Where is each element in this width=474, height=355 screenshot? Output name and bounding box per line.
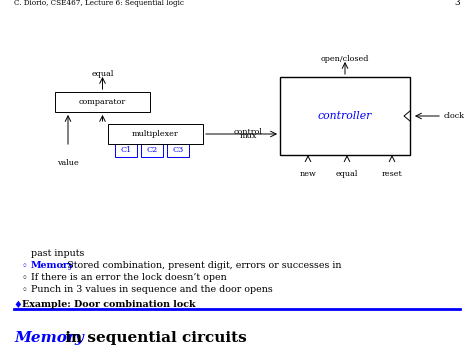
Text: equal: equal [336, 170, 358, 178]
Text: ◦: ◦ [22, 261, 28, 271]
Bar [108, 124, 203, 144]
Text: mux: mux [239, 132, 257, 140]
Text: Punch in 3 values in sequence and the door opens: Punch in 3 values in sequence and the do… [31, 285, 273, 294]
Text: comparator: comparator [79, 98, 126, 106]
Text: Memory: Memory [31, 261, 74, 270]
Text: ♦: ♦ [13, 300, 22, 310]
Text: If there is an error the lock doesn’t open: If there is an error the lock doesn’t op… [31, 273, 227, 282]
Text: C3: C3 [173, 147, 183, 154]
Text: in sequential circuits: in sequential circuits [60, 331, 247, 345]
Bar [55, 92, 150, 112]
Text: new: new [300, 170, 317, 178]
Bar [167, 144, 189, 157]
Bar [280, 77, 410, 155]
Text: value: value [57, 159, 79, 167]
Bar [141, 144, 163, 157]
Text: control: control [234, 128, 263, 136]
Text: reset: reset [382, 170, 402, 178]
Bar [115, 144, 137, 157]
Text: 3: 3 [455, 0, 460, 7]
Text: multiplexer: multiplexer [132, 130, 179, 138]
Text: C2: C2 [146, 147, 158, 154]
Text: ◦: ◦ [22, 273, 28, 283]
Text: controller: controller [318, 111, 372, 121]
Text: clock: clock [444, 112, 465, 120]
Text: Example: Door combination lock: Example: Door combination lock [22, 300, 195, 309]
Text: ◦: ◦ [22, 285, 28, 295]
Text: : Stored combination, present digit, errors or successes in: : Stored combination, present digit, err… [61, 261, 341, 270]
Text: C. Diorio, CSE467, Lecture 6: Sequential logic: C. Diorio, CSE467, Lecture 6: Sequential… [14, 0, 184, 7]
Text: Memory: Memory [14, 331, 84, 345]
Text: open/closed: open/closed [321, 55, 369, 63]
Text: C1: C1 [120, 147, 132, 154]
Text: equal: equal [91, 70, 114, 78]
Text: past inputs: past inputs [31, 249, 84, 258]
